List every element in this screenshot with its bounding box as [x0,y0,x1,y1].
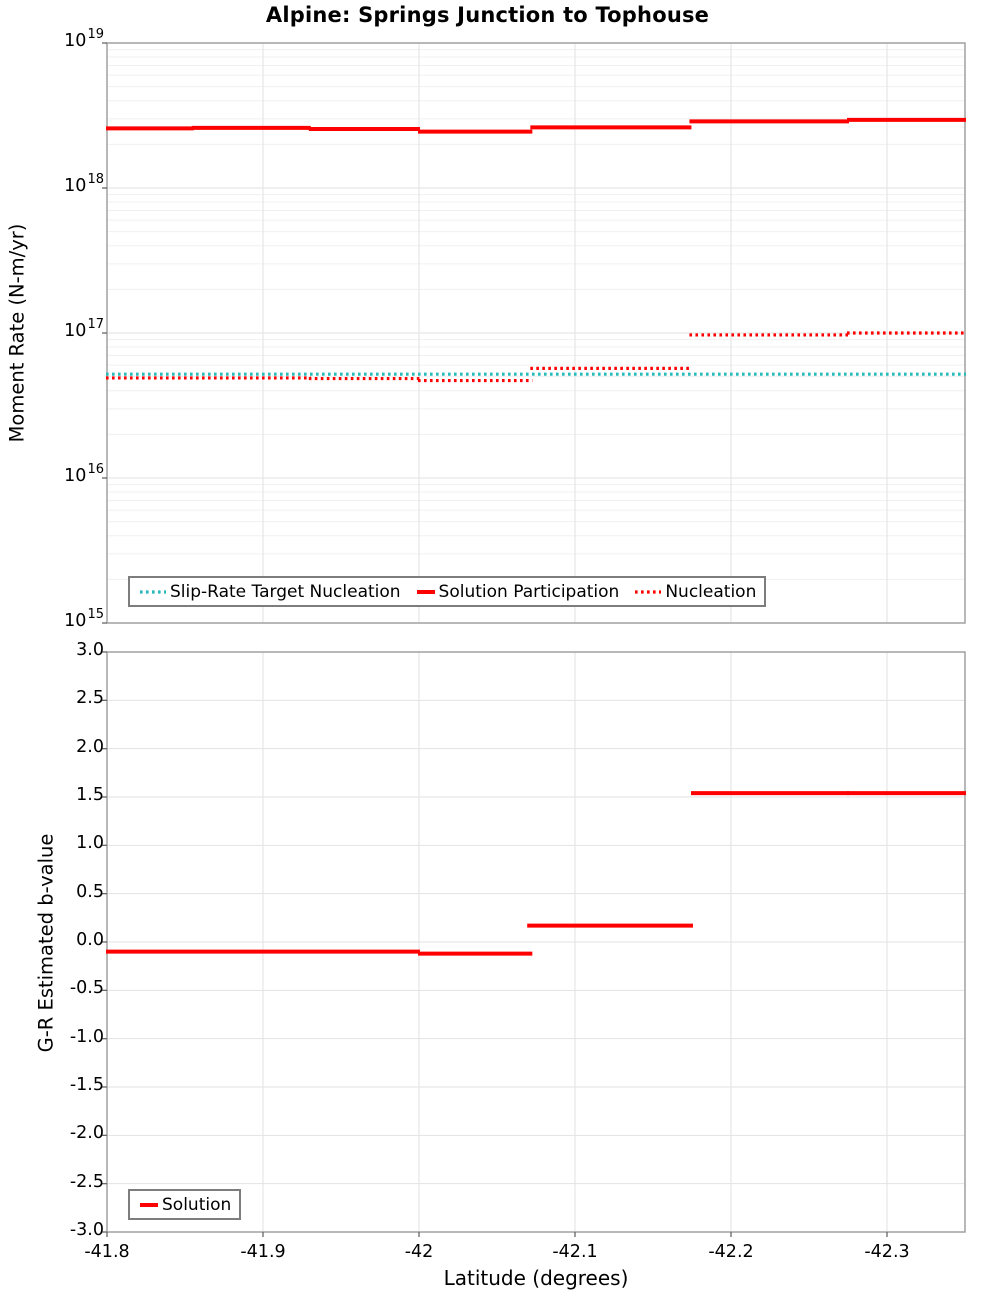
y-tick-label: -2.0 [69,1123,104,1144]
plot-area-1 [102,651,966,1237]
legend-label: Solution Participation [438,581,620,602]
x-tick-label: -42.3 [864,1242,910,1262]
y-tick-label: 0.0 [76,930,104,950]
y-tick-label: -1.0 [69,1026,104,1047]
y-tick-label: -0.5 [69,978,104,999]
gridlines-major [107,651,965,1233]
latitude-axis-label: Latitude (degrees) [443,1266,629,1290]
plot-area-0 [102,42,966,624]
y-tick-label: -2.5 [69,1171,104,1192]
b-value-legend: Solution [128,1189,242,1220]
y-tick-label: 0.5 [76,881,104,902]
y-tick-label: 1017 [64,317,104,341]
legend-label: Solution [162,1194,232,1215]
x-tick-label: -41.9 [240,1242,286,1262]
legend-swatch-solution [140,1202,158,1207]
axis-ticks [102,42,107,624]
y-tick-label: 1018 [64,172,104,196]
legend-swatch-solution-participation [416,589,435,594]
legend-swatch-nucleation [635,589,662,594]
series-solution-line [106,791,966,956]
x-tick-label: -42.2 [708,1242,754,1262]
legend-entry-slip-rate-target-nucleation: Slip-Rate Target Nucleation [138,582,401,602]
legend-swatch-slip-rate-target-nucleation [140,589,166,594]
legend-entry-solution: Solution [138,1195,231,1215]
series-solution-participation-line [106,117,966,134]
y-tick-label: -3.0 [69,1220,104,1240]
x-tick-label: -41.8 [84,1242,130,1262]
chart-title: Alpine: Springs Junction to Tophouse [265,3,710,27]
y-tick-label: 1019 [64,27,104,51]
legend-label: Nucleation [665,581,757,602]
y-tick-label: 1.5 [76,785,104,805]
y-tick-exponent: 18 [87,172,104,187]
legend-entry-nucleation: Nucleation [633,582,756,602]
x-tick-label: -42.1 [552,1242,598,1262]
x-tick-label: -42 [404,1242,434,1262]
y-tick-label: 2.5 [76,688,104,709]
y-tick-label: 3.0 [76,640,104,660]
y-tick-label: 1015 [64,607,104,631]
legend-label: Slip-Rate Target Nucleation [170,581,401,602]
y-tick-exponent: 17 [87,317,104,332]
y-tick-exponent: 19 [87,27,104,42]
legend-entry-solution-participation: Solution Participation [415,581,620,602]
moment-rate-legend: Slip-Rate Target Nucleation Solution Part… [128,576,767,607]
y-tick-label: 1016 [64,462,104,486]
axis-ticks [102,651,888,1237]
series-nucleation-line [106,331,966,383]
y-tick-exponent: 15 [87,607,104,622]
y-tick-label: -1.5 [69,1075,104,1095]
y-tick-exponent: 16 [87,462,104,477]
y-tick-label: 2.0 [76,736,104,757]
y-tick-label: 1.0 [76,833,104,854]
